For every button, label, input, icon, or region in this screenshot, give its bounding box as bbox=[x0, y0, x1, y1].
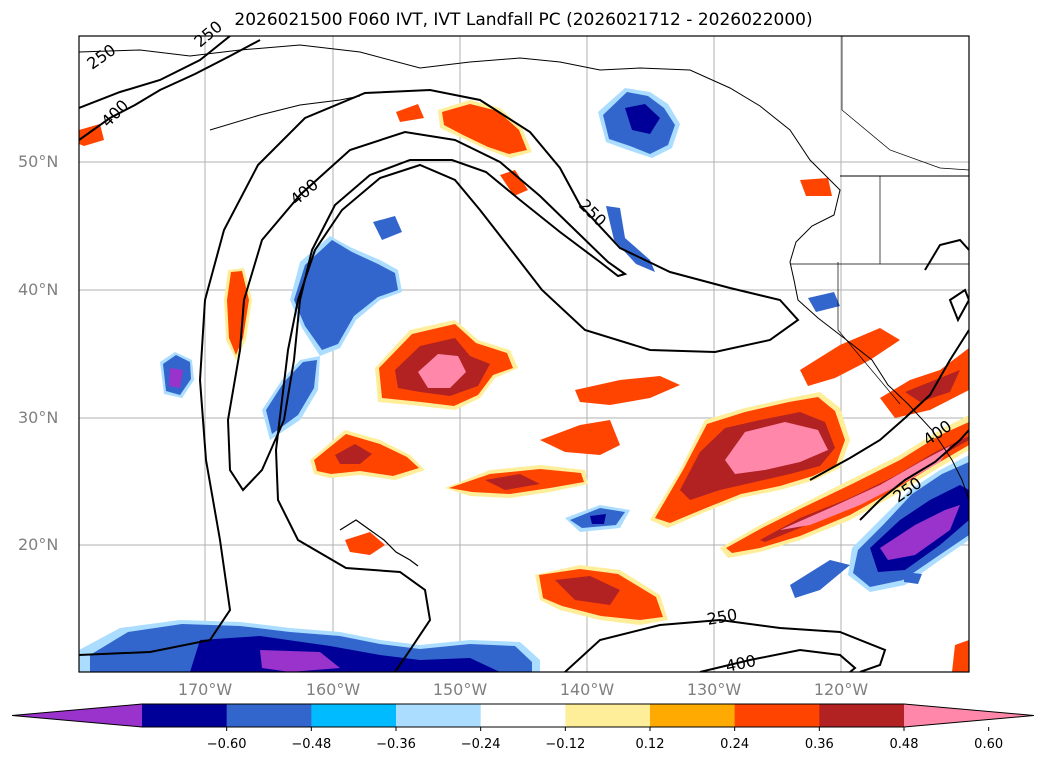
lon-label-160w: 160°W bbox=[305, 680, 361, 699]
contour-label: 250 bbox=[705, 605, 738, 629]
colorbar-tick-label: 0.60 bbox=[974, 737, 1004, 752]
contour-400-south bbox=[699, 648, 857, 672]
contour-250-south bbox=[564, 618, 887, 672]
colorbar-tick-label: −0.12 bbox=[545, 737, 586, 752]
contour-label: 250 bbox=[83, 40, 119, 73]
contour-label: 250 bbox=[190, 17, 226, 51]
contour-east-4 bbox=[948, 288, 969, 323]
map-title: 2026021500 F060 IVT, IVT Landfall PC (20… bbox=[234, 10, 813, 30]
lat-label-20n: 20°N bbox=[18, 535, 59, 554]
positive-anomaly-regions bbox=[79, 100, 969, 672]
contour-east-1 bbox=[809, 329, 969, 481]
colorbar-tick-label: 0.12 bbox=[635, 737, 665, 752]
lon-label-170w: 170°W bbox=[177, 680, 233, 699]
colorbar-tick-label: 0.36 bbox=[804, 737, 834, 752]
map-frame bbox=[78, 35, 970, 673]
state-border-3 bbox=[837, 262, 901, 405]
lon-label-150w: 150°W bbox=[432, 680, 488, 699]
hawaii-islands bbox=[339, 519, 419, 567]
negative-anomaly-regions bbox=[79, 88, 969, 672]
lat-label-40n: 40°N bbox=[18, 280, 59, 299]
lon-label-140w: 140°W bbox=[559, 680, 615, 699]
contour-400-inner bbox=[226, 130, 628, 492]
contour-east-3 bbox=[924, 238, 969, 271]
canada-border bbox=[841, 36, 969, 171]
contour-250-main bbox=[79, 88, 800, 672]
ivt-contours bbox=[79, 36, 969, 672]
lon-label-120w: 120°W bbox=[813, 680, 869, 699]
colorbar-tick-label: −0.24 bbox=[460, 737, 501, 752]
contour-400-nw bbox=[79, 39, 261, 141]
lon-label-130w: 130°W bbox=[686, 680, 742, 699]
colorbar-tick-label: −0.60 bbox=[206, 737, 247, 752]
alaska-coast bbox=[79, 44, 827, 177]
coastlines bbox=[79, 36, 969, 567]
contour-250-nw bbox=[79, 36, 231, 109]
contour-label: 250 bbox=[575, 195, 610, 230]
colorbar-tick-label: 0.48 bbox=[889, 737, 919, 752]
colorbar-tick-label: 0.24 bbox=[720, 737, 750, 752]
colorbar-tick-label: −0.48 bbox=[291, 737, 332, 752]
contour-east-2 bbox=[859, 429, 969, 521]
colorbar-tick-label: −0.36 bbox=[376, 737, 416, 752]
lat-label-30n: 30°N bbox=[18, 408, 59, 427]
lat-label-50n: 50°N bbox=[18, 152, 59, 171]
contour-label: 400 bbox=[97, 96, 132, 131]
na-west-coast bbox=[789, 175, 969, 501]
